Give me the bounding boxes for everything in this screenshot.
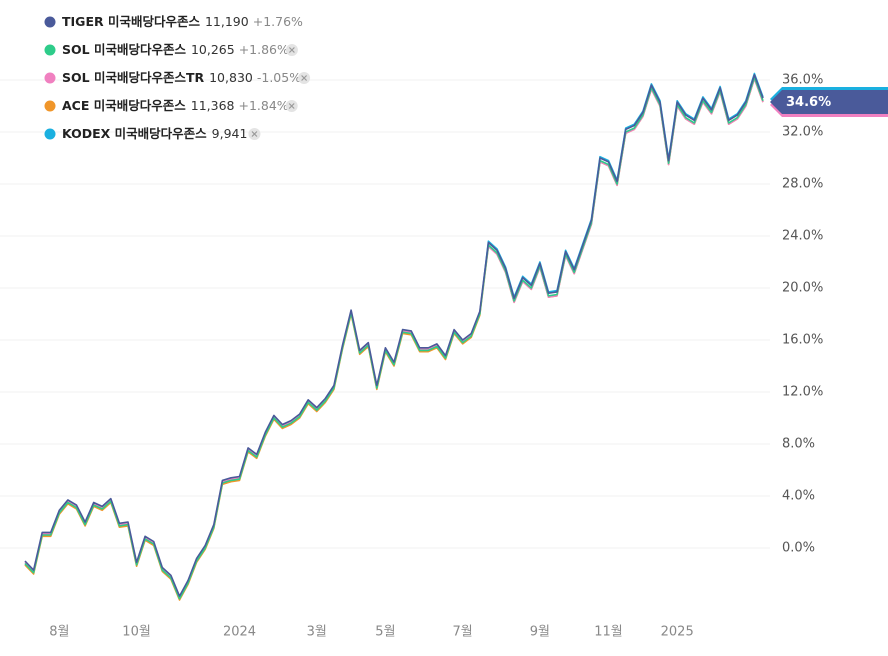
current-badge: 34.6% bbox=[770, 87, 888, 117]
y-tick-label: 36.0% bbox=[782, 73, 823, 88]
legend-marker bbox=[44, 44, 56, 56]
y-tick-label: 32.0% bbox=[782, 125, 823, 140]
y-tick-label: 0.0% bbox=[782, 541, 815, 556]
x-tick-label: 7월 bbox=[453, 625, 473, 640]
y-tick-label: 8.0% bbox=[782, 437, 815, 452]
legend-remove-icon bbox=[251, 131, 258, 137]
y-tick-label: 12.0% bbox=[782, 385, 823, 400]
legend-price: 11,368 bbox=[191, 98, 235, 113]
legend-remove-icon bbox=[288, 47, 295, 53]
legend-name: SOL 미국배당다우존스 bbox=[62, 42, 186, 57]
series-line bbox=[24, 74, 764, 597]
legend-price: 10,265 bbox=[191, 42, 235, 57]
x-tick-label: 2024 bbox=[223, 625, 256, 640]
x-tick-label: 11월 bbox=[594, 625, 623, 640]
legend-remove-icon bbox=[301, 75, 308, 81]
legend-price: 9,941 bbox=[212, 126, 248, 141]
legend-remove-icon bbox=[288, 103, 295, 109]
legend-marker bbox=[44, 72, 56, 84]
series-line bbox=[24, 77, 764, 601]
badge bbox=[770, 90, 888, 114]
legend-entry: SOL 미국배당다우존스 10,265 +1.86% bbox=[62, 42, 289, 57]
y-tick-label: 28.0% bbox=[782, 177, 823, 192]
legend-name: TIGER 미국배당다우존스 bbox=[62, 14, 200, 29]
legend-price: 11,190 bbox=[205, 14, 249, 29]
legend-marker bbox=[44, 100, 56, 112]
badge-label: 34.6% bbox=[786, 95, 831, 110]
legend-change: +1.86% bbox=[239, 42, 289, 57]
legend-price: 10,830 bbox=[209, 70, 253, 85]
x-tick-label: 3월 bbox=[307, 625, 327, 640]
x-tick-label: 10월 bbox=[122, 625, 151, 640]
x-tick-label: 2025 bbox=[661, 625, 694, 640]
legend-change: +1.76% bbox=[253, 14, 303, 29]
series-line bbox=[24, 77, 764, 599]
legend-change: -1.05% bbox=[257, 70, 301, 85]
series-line bbox=[24, 76, 764, 600]
legend-marker bbox=[44, 128, 56, 140]
x-tick-label: 8월 bbox=[49, 625, 69, 640]
y-tick-label: 16.0% bbox=[782, 333, 823, 348]
y-tick-label: 20.0% bbox=[782, 281, 823, 296]
legend: TIGER 미국배당다우존스 11,190 +1.76% SOL 미국배당다우존스 10… bbox=[44, 14, 311, 141]
x-tick-label: 9월 bbox=[530, 625, 550, 640]
legend-name: ACE 미국배당다우존스 bbox=[62, 98, 186, 113]
legend-marker bbox=[44, 16, 56, 28]
y-tick-label: 4.0% bbox=[782, 489, 815, 504]
x-tick-label: 5월 bbox=[375, 625, 395, 640]
legend-name: KODEX 미국배당다우존스 bbox=[62, 126, 207, 141]
legend-name: SOL 미국배당다우존스TR bbox=[62, 70, 204, 85]
legend-entry: SOL 미국배당다우존스TR 10,830 -1.05% bbox=[62, 70, 301, 85]
y-tick-label: 24.0% bbox=[782, 229, 823, 244]
legend-change: +1.84% bbox=[239, 98, 289, 113]
axes: 0.0% 4.0% 8.0% 12.0% 16.0% 20.0% 24.0% 28.0% 32.… bbox=[49, 73, 823, 640]
legend-entry: ACE 미국배당다우존스 11,368 +1.84% bbox=[62, 98, 289, 113]
series-line bbox=[24, 72, 764, 600]
legend-entry: TIGER 미국배당다우존스 11,190 +1.76% bbox=[62, 14, 303, 29]
legend-entry: KODEX 미국배당다우존스 9,941 bbox=[62, 126, 247, 141]
grid bbox=[0, 79, 770, 549]
plot bbox=[24, 72, 764, 601]
